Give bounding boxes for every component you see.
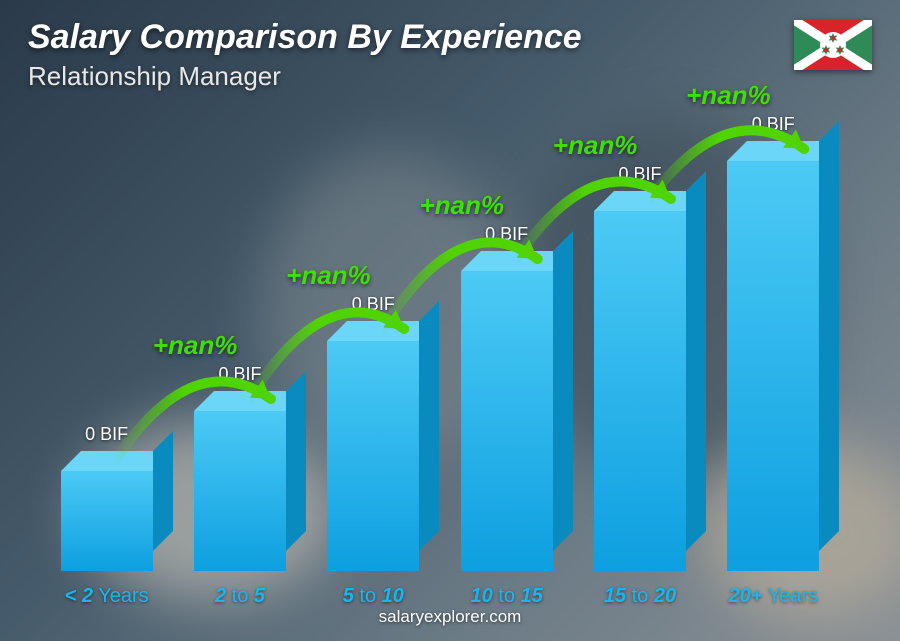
chart-title: Salary Comparison By Experience <box>28 18 872 57</box>
country-flag-icon <box>794 20 872 70</box>
footer-credit: salaryexplorer.com <box>0 607 900 627</box>
increase-arrow-icon <box>40 120 840 571</box>
category-label: 20+ Years <box>693 585 853 608</box>
delta-label: +nan% <box>686 80 771 111</box>
infographic-stage: Salary Comparison By Experience Relation… <box>0 0 900 641</box>
bar-chart: 0 BIF< 2 Years0 BIF2 to 50 BIF5 to 100 B… <box>40 120 840 571</box>
